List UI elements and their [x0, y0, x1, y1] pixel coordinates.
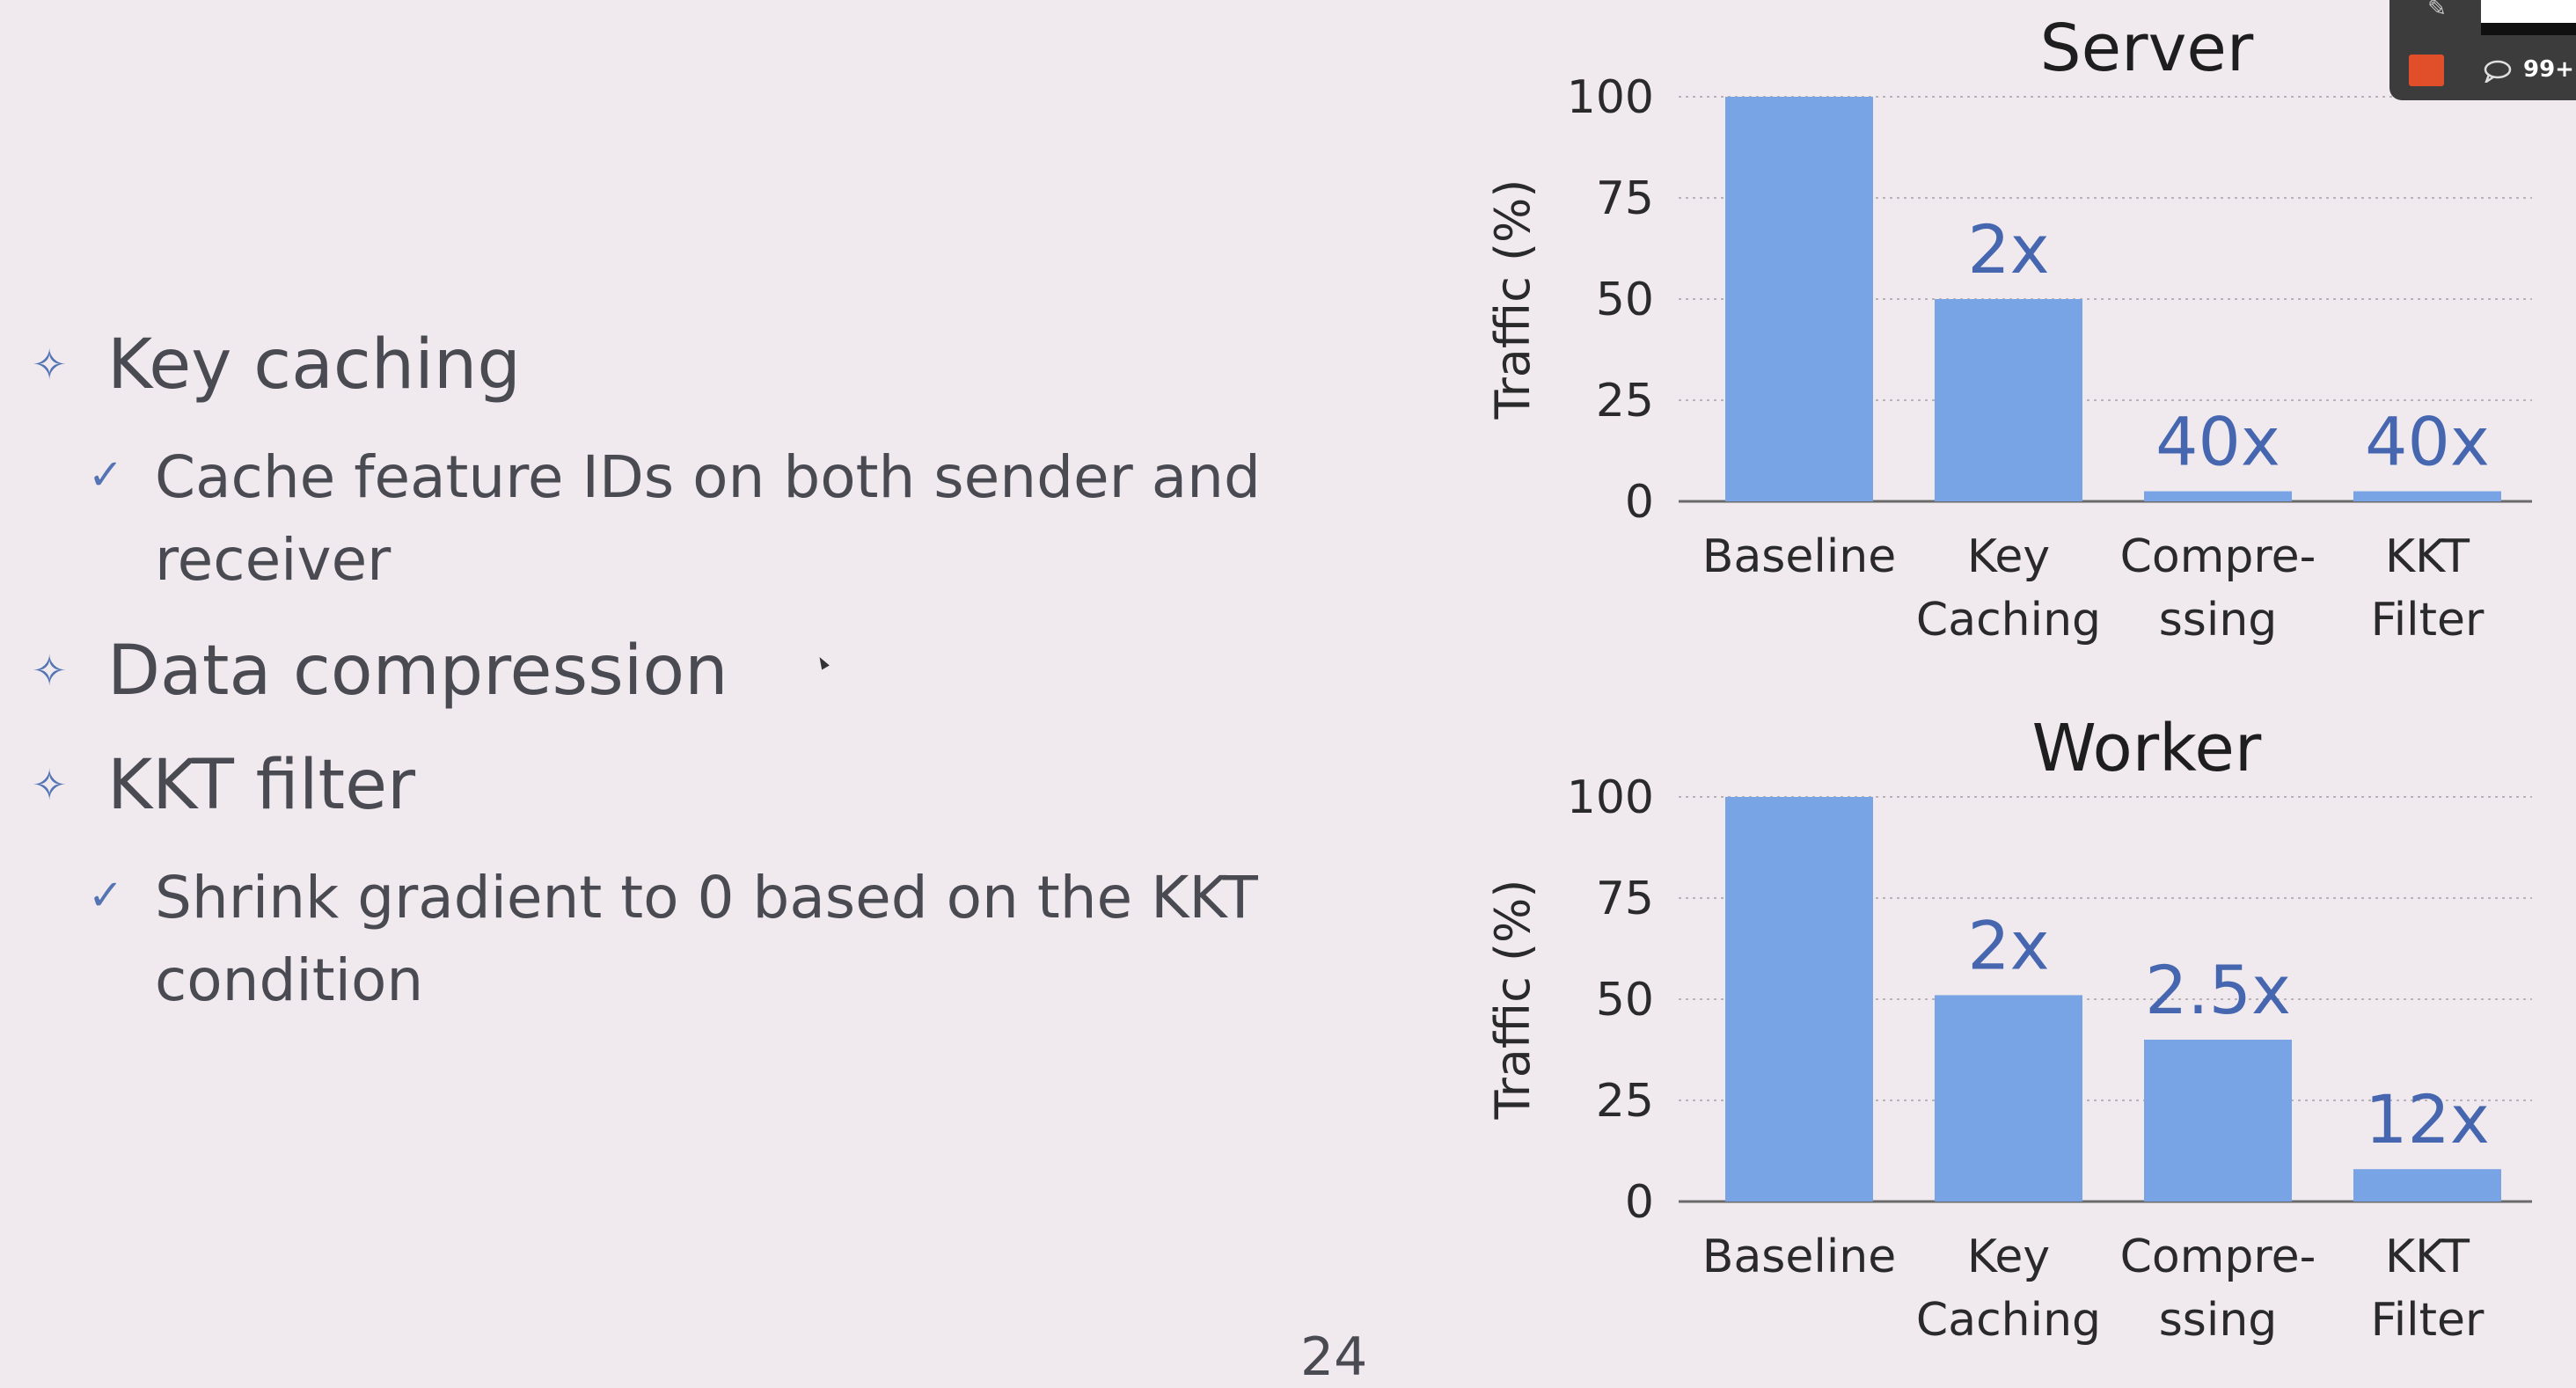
bullet-text: Key caching	[107, 325, 521, 405]
x-tick-label: Key	[1967, 1231, 2050, 1283]
pencil-icon[interactable]: ✎	[2427, 0, 2447, 22]
stop-share-icon[interactable]	[2409, 55, 2444, 86]
toolbar-strip-shadow	[2481, 23, 2576, 35]
y-tick-label: 50	[1596, 274, 1654, 326]
x-tick-label: Compre-	[2120, 530, 2316, 583]
y-axis-label: Traffic (%)	[1485, 179, 1540, 420]
sub-bullet-shrink-gradient: ✓ Shrink gradient to 0 based on the KKT …	[88, 857, 1404, 1022]
x-tick-label: Filter	[2371, 594, 2485, 647]
chart-title: Worker	[2032, 711, 2262, 786]
y-tick-label: 50	[1596, 974, 1654, 1026]
x-tick-label: ssing	[2159, 1294, 2278, 1347]
checkmark-icon: ✓	[88, 871, 124, 920]
checkmark-icon: ✓	[88, 450, 124, 500]
bar	[2144, 1040, 2292, 1202]
bullet-key-caching: ✧ Key caching	[32, 325, 521, 405]
diamond-star-icon: ✧	[32, 647, 68, 696]
diamond-star-icon: ✧	[32, 761, 68, 810]
y-tick-label: 0	[1625, 1176, 1654, 1229]
x-tick-label: Filter	[2371, 1294, 2485, 1347]
x-tick-label: Caching	[1916, 1294, 2101, 1347]
bar	[1725, 797, 1873, 1202]
y-tick-label: 100	[1567, 771, 1654, 824]
bar-annotation: 40x	[2365, 403, 2490, 481]
page-number: 24	[1300, 1326, 1368, 1388]
bullet-text: Data compression	[107, 632, 728, 711]
y-tick-label: 100	[1567, 71, 1654, 124]
bar	[1935, 299, 2082, 501]
bar	[2353, 491, 2501, 501]
y-tick-label: 75	[1596, 172, 1654, 225]
x-tick-label: ssing	[2159, 594, 2278, 647]
chat-icon[interactable]	[2483, 60, 2513, 83]
y-tick-label: 25	[1596, 1075, 1654, 1128]
bar	[1725, 97, 1873, 501]
chart-title: Server	[2040, 11, 2254, 86]
bullet-kkt-filter: ✧ KKT filter	[32, 746, 415, 825]
x-tick-label: Baseline	[1702, 1231, 1896, 1283]
x-tick-label: Caching	[1916, 594, 2101, 647]
bullet-data-compression: ✧ Data compression	[32, 632, 728, 711]
y-tick-label: 75	[1596, 873, 1654, 925]
screen-share-toolbar: ✎ 99+	[2389, 0, 2576, 100]
notification-count-badge[interactable]: 99+	[2523, 56, 2574, 83]
x-tick-label: KKT	[2385, 1231, 2470, 1283]
y-tick-label: 0	[1625, 476, 1654, 529]
x-tick-label: Baseline	[1702, 530, 1896, 583]
sub-bullet-cache-feature-ids: ✓ Cache feature IDs on both sender and r…	[88, 436, 1404, 602]
bullet-text: KKT filter	[107, 746, 416, 825]
bar-annotation: 2x	[1967, 906, 2049, 984]
bar-annotation: 2x	[1967, 210, 2049, 289]
bar-annotation: 2.5x	[2145, 951, 2291, 1029]
slide-bullets: ✧ Key caching ✓ Cache feature IDs on bot…	[32, 325, 1404, 1022]
bar	[2353, 1169, 2501, 1202]
x-tick-label: Key	[1967, 530, 2050, 583]
sub-bullet-text: Cache feature IDs on both sender and rec…	[155, 443, 1261, 594]
bar	[1935, 995, 2082, 1202]
bar-annotation: 12x	[2365, 1080, 2490, 1158]
bar	[2144, 491, 2292, 501]
y-axis-label: Traffic (%)	[1485, 880, 1540, 1121]
bar-annotation: 40x	[2155, 403, 2280, 481]
y-tick-label: 25	[1596, 375, 1654, 427]
x-tick-label: KKT	[2385, 530, 2470, 583]
sub-bullet-text: Shrink gradient to 0 based on the KKT co…	[155, 864, 1258, 1014]
diamond-star-icon: ✧	[32, 340, 68, 390]
x-tick-label: Compre-	[2120, 1231, 2316, 1283]
